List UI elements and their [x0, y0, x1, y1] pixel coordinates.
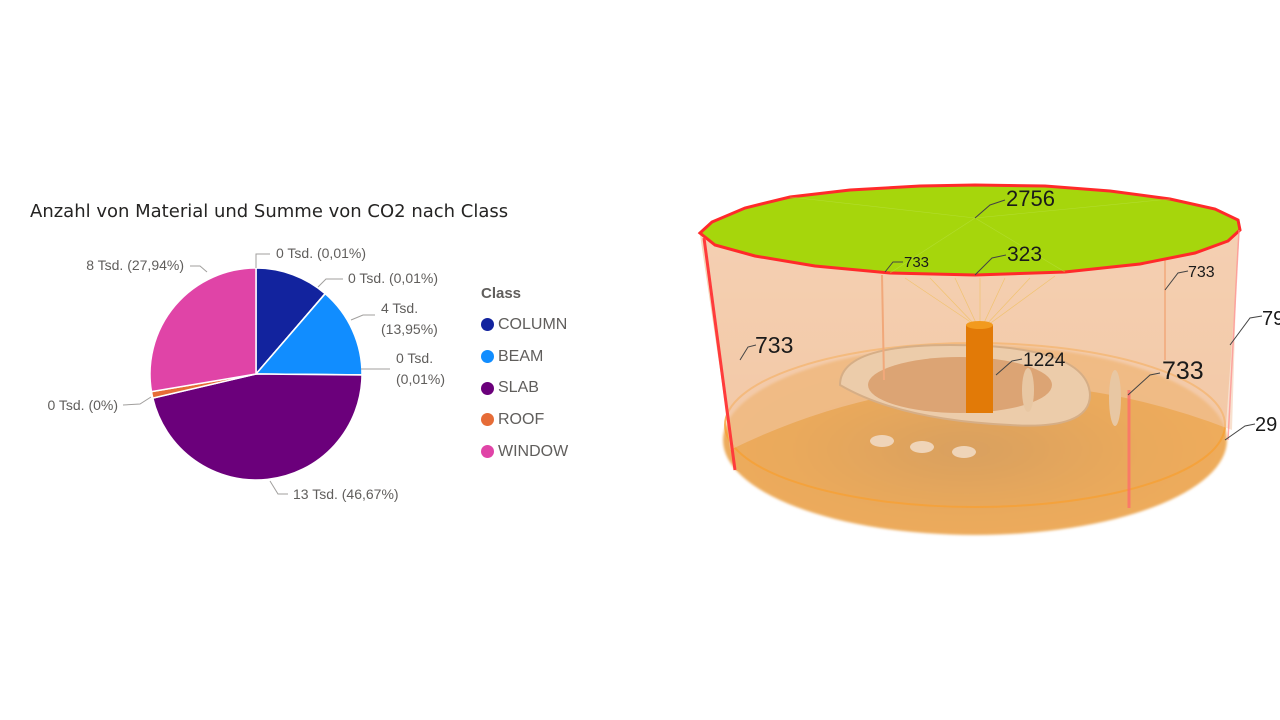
pie-chart[interactable]: 0 Tsd. (0,01%) 0 Tsd. (0,01%) 4 Tsd. (13,95… [0, 230, 470, 520]
leader-line [317, 278, 343, 288]
label-upper-left: 733 [904, 254, 929, 271]
legend-swatch [481, 318, 494, 332]
data-label-roof: 0 Tsd. (0%) [47, 397, 118, 413]
leader-line [269, 480, 288, 495]
legend-swatch [481, 381, 494, 395]
label-top: 2756 [1006, 186, 1055, 211]
legend-item-roof[interactable]: ROOF [481, 404, 568, 436]
leader-line [190, 265, 208, 273]
legend-label: BEAM [498, 347, 544, 365]
legend-swatch [481, 350, 494, 364]
data-label-window: 8 Tsd. (27,94%) [86, 257, 184, 273]
label-edge-right-top: 79 [1262, 308, 1280, 330]
chart-title: Anzahl von Material und Summe von CO2 na… [30, 201, 509, 222]
roof-facets [789, 196, 1171, 274]
legend-label: ROOF [498, 410, 545, 428]
leader-line [255, 253, 270, 268]
data-label-beam: 4 Tsd. (13,95%) [381, 300, 438, 337]
legend-label: SLAB [498, 379, 539, 397]
co2-3d-model-view[interactable]: 2756 323 733 733 733 733 1224 79 29 [690, 170, 1280, 550]
pie-data-labels: 0 Tsd. (0,01%) 0 Tsd. (0,01%) 4 Tsd. (13,95… [47, 245, 445, 502]
legend-label: COLUMN [498, 315, 568, 333]
scene-leader-lines [739, 199, 1263, 441]
label-left: 733 [755, 332, 793, 358]
label-edge-right-bottom: 29 [1255, 414, 1277, 436]
leader-line [122, 396, 152, 406]
leader-line [350, 314, 375, 321]
label-right-upper: 733 [1188, 264, 1215, 281]
data-label-slab: 0 Tsd. (0,01%) [396, 350, 445, 387]
pie-slice-beam[interactable] [254, 292, 363, 376]
legend-title: Class [481, 285, 522, 302]
stool [870, 435, 894, 447]
figure [1022, 368, 1034, 412]
figure [1109, 370, 1121, 426]
pie-slice-column[interactable] [255, 267, 327, 377]
label-center: 323 [1007, 243, 1042, 266]
legend-item-beam[interactable]: BEAM [481, 341, 568, 373]
legend-item-column[interactable]: COLUMN [481, 309, 568, 341]
legend-item-window[interactable]: WINDOW [481, 436, 568, 468]
roof-top [697, 183, 1242, 277]
data-label-column: 0 Tsd. (0,01%) [276, 245, 366, 261]
stool [952, 446, 976, 458]
label-right-large: 733 [1162, 357, 1204, 385]
legend: Class COLUMN BEAM SLAB ROOF WINDOW [481, 285, 568, 467]
bench-hole [868, 357, 1052, 413]
legend-label: WINDOW [498, 442, 569, 460]
pie-slice-window[interactable] [149, 267, 257, 393]
ceiling-rays [904, 275, 1056, 326]
pie-slice-slab[interactable] [151, 373, 363, 481]
data-label-slab: 13 Tsd. (46,67%) [293, 486, 399, 502]
central-column [966, 325, 993, 413]
data-label-beam: 0 Tsd. (0,01%) [348, 270, 438, 286]
pie-leader-lines [122, 253, 390, 495]
legend-swatch [481, 413, 494, 427]
pie-slices [149, 267, 363, 481]
legend-item-slab[interactable]: SLAB [481, 372, 568, 404]
stool [910, 441, 934, 453]
legend-swatch [481, 445, 494, 459]
label-column: 1224 [1023, 350, 1066, 371]
